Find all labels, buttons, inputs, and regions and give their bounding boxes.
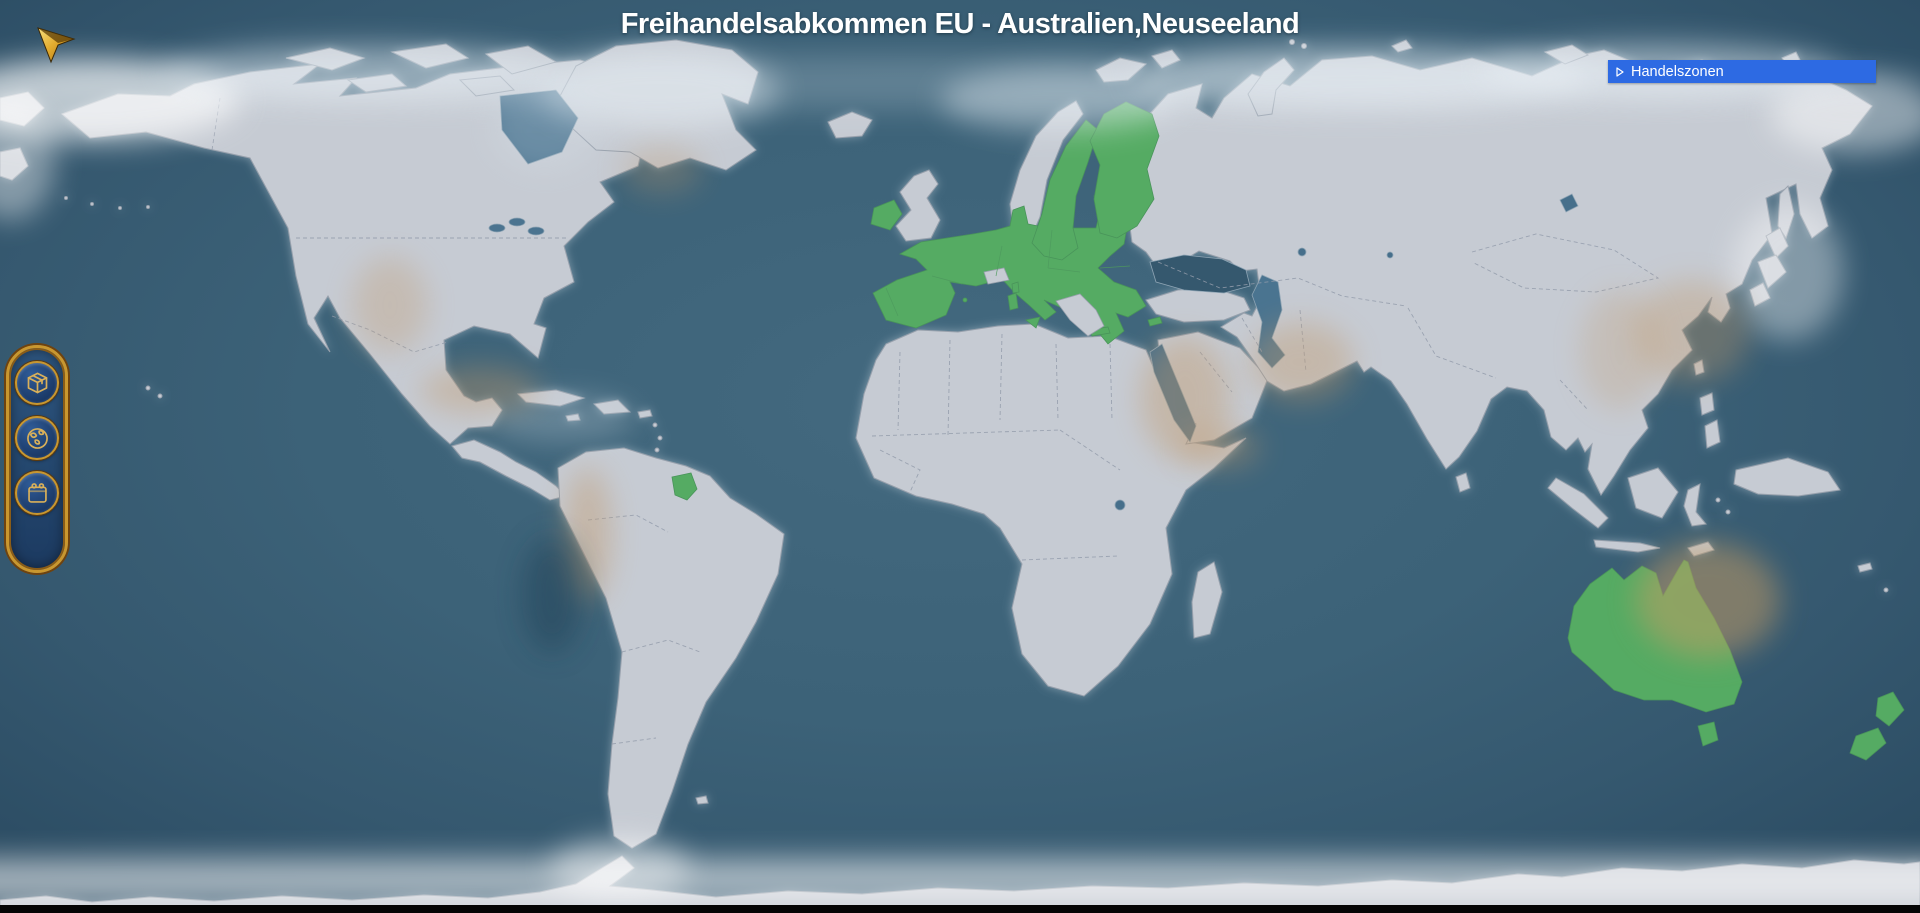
packages-button[interactable]	[15, 361, 59, 405]
south-america	[557, 447, 785, 849]
region-new-zealand-south[interactable]	[1849, 727, 1887, 761]
page-title: Freihandelsabkommen EU - Australien,Neus…	[620, 8, 1300, 40]
eu-inner-borders	[885, 229, 1131, 317]
triangle-right-icon	[1616, 66, 1624, 77]
region-tasmania[interactable]	[1697, 721, 1719, 747]
region-new-zealand-north[interactable]	[1875, 691, 1905, 727]
calendar-icon	[27, 482, 47, 503]
land-layer	[0, 39, 1920, 913]
calendar-button[interactable]	[15, 471, 59, 515]
gold-cursor-arrow-icon	[34, 24, 78, 68]
region-sweden[interactable]	[1031, 119, 1099, 261]
bottom-bar	[0, 905, 1920, 913]
turkey	[1145, 287, 1251, 323]
globe-icon	[26, 427, 48, 449]
world-button[interactable]	[15, 416, 59, 460]
new-guinea	[1733, 457, 1841, 497]
non-eu-overlay	[983, 267, 1105, 337]
united-kingdom	[895, 169, 941, 242]
handelszonen-button[interactable]: Handelszonen	[1608, 60, 1876, 83]
left-toolbar	[6, 345, 68, 573]
region-ireland[interactable]	[870, 199, 903, 231]
package-icon	[27, 372, 47, 393]
glow-layer	[0, 42, 1920, 904]
handelszonen-label: Handelszonen	[1631, 63, 1724, 80]
region-french-guiana[interactable]	[671, 472, 698, 501]
